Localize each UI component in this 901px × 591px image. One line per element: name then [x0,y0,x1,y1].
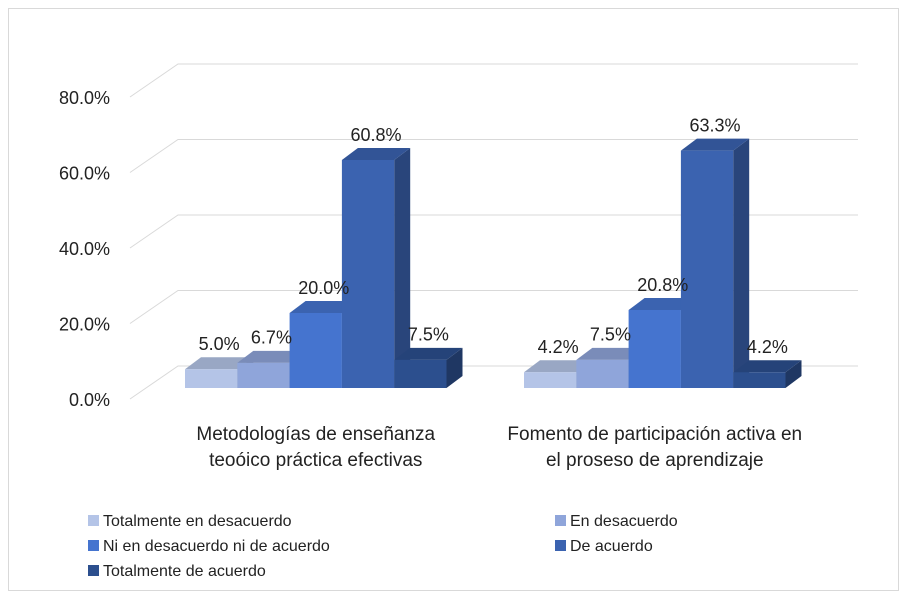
x-tick-label-box: Metodologías de enseñanza teoóico prácti… [196,424,436,471]
legend-label: Totalmente de acuerdo [103,563,266,580]
data-label: 5.0% [199,334,240,354]
bar [394,359,447,388]
y-tick-label: 0.0% [69,390,110,410]
legend-label: Totalmente en desacuerdo [103,513,292,530]
bar [237,362,290,388]
bar-top [733,360,802,373]
bar-side [785,360,802,388]
data-label: 7.5% [590,325,631,345]
bar-top [576,347,645,360]
chart-border [8,8,899,591]
y-tick-label: 80.0% [59,88,110,108]
grid-line [129,139,858,173]
bar-side [394,148,411,388]
legend-swatch [88,515,99,526]
bar [680,150,734,388]
x-tick-label: Metodologías de enseñanza teoóico prácti… [196,424,436,471]
y-tick-label: 60.0% [59,163,110,183]
bar [341,160,395,388]
legend-swatch [88,565,99,576]
bar-top [185,357,254,370]
bar-top [524,360,593,373]
legend-label: De acuerdo [570,538,653,555]
y-tick-label: 40.0% [59,239,110,259]
grid-line [129,63,858,98]
bar-top [680,138,750,151]
legend-label: En desacuerdo [570,513,678,530]
data-label: 63.3% [690,115,741,135]
grid-line [129,214,858,249]
bar-side [446,347,463,388]
bar-top [289,301,358,313]
bar [576,359,629,388]
data-label: 4.2% [747,337,788,357]
legend-label: Ni en desacuerdo ni de acuerdo [103,538,330,555]
legend-swatch [88,540,99,551]
bar [289,313,342,388]
bar [733,372,786,388]
data-label: 20.8% [637,275,688,295]
bar [185,369,238,388]
data-label: 60.8% [351,125,402,145]
bar-top [394,347,463,360]
data-label: 4.2% [538,337,579,357]
bar-top [628,298,697,310]
bar-top [341,148,411,160]
data-label: 20.0% [298,278,349,298]
legend-swatch [555,540,566,551]
grid-line [129,290,858,324]
y-tick-label: 20.0% [59,314,110,334]
bar-side [733,138,750,388]
data-label: 7.5% [408,325,449,345]
bar [628,310,681,388]
data-label: 6.7% [251,328,292,348]
bar-top [237,350,306,363]
x-tick-label-box: Fomento de participación activa en el pr… [507,424,803,471]
x-tick-label: Fomento de participación activa en el pr… [507,424,803,471]
legend-swatch [555,515,566,526]
bar [524,372,577,388]
